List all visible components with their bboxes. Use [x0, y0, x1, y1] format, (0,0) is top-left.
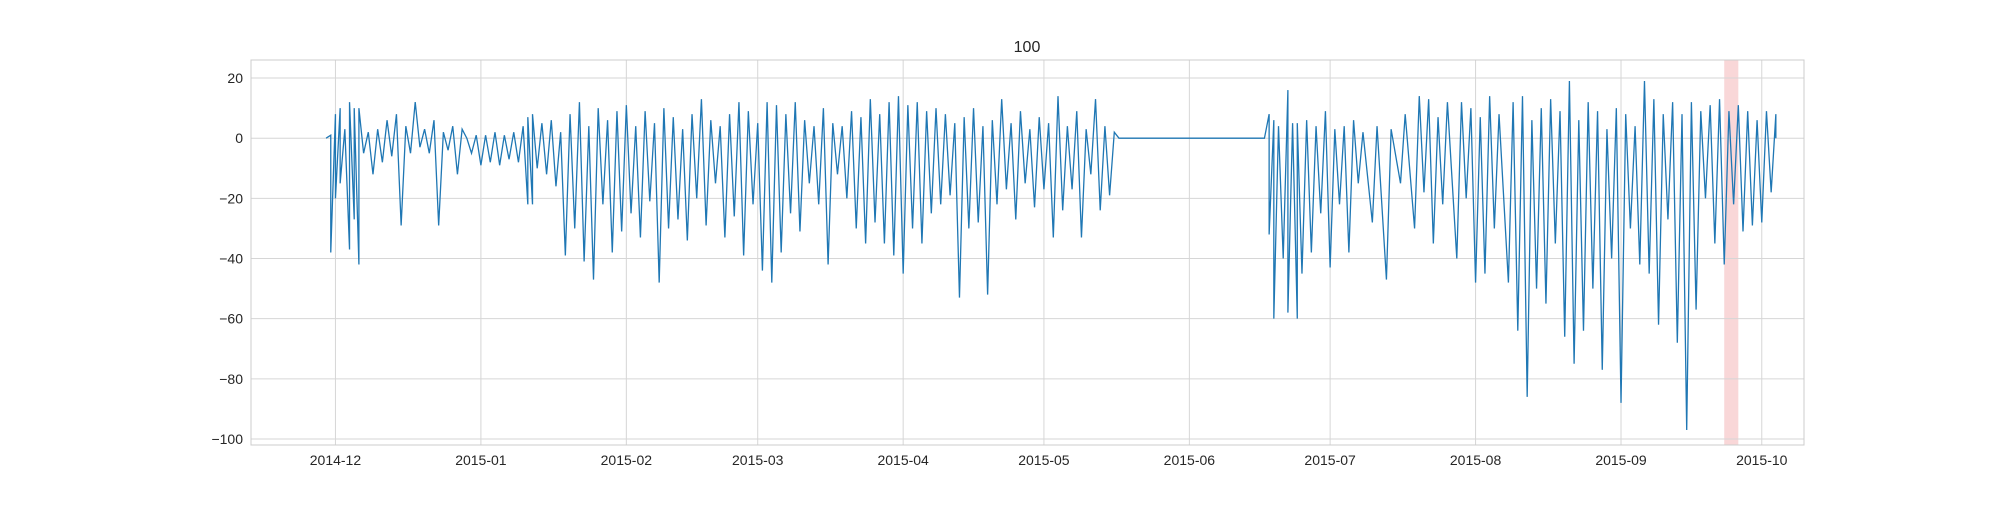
y-tick-label: 0: [235, 130, 243, 146]
series-line: [325, 81, 1777, 430]
chart-title: 100: [1014, 39, 1041, 56]
highlight-span: [1724, 60, 1739, 445]
x-axis-ticks: 2014-12 2015-01 2015-02 2015-03 2015-04 2015-…: [310, 452, 1788, 468]
highlight-layer: [1724, 60, 1739, 445]
plot-frame: [250, 59, 1805, 446]
x-tick-label: 2015-09: [1595, 452, 1647, 468]
x-tick-label: 2015-06: [1164, 452, 1216, 468]
x-tick-label: 2015-07: [1304, 452, 1356, 468]
y-tick-label: −60: [219, 311, 243, 327]
x-tick-label: 2015-03: [732, 452, 784, 468]
y-tick-label: −20: [219, 190, 243, 206]
x-tick-label: 2014-12: [310, 452, 362, 468]
x-tick-label: 2015-08: [1450, 452, 1502, 468]
x-tick-label: 2015-05: [1018, 452, 1070, 468]
y-axis-ticks: 20 0 −20 −40 −60 −80 −100: [211, 70, 243, 447]
y-tick-label: −80: [219, 371, 243, 387]
y-tick-label: −40: [219, 251, 243, 267]
series-layer: [325, 81, 1777, 430]
x-tick-label: 2015-10: [1736, 452, 1788, 468]
x-tick-label: 2015-01: [455, 452, 507, 468]
grid-layer: [251, 60, 1804, 445]
y-tick-label: −100: [211, 431, 243, 447]
y-tick-label: 20: [227, 70, 243, 86]
x-tick-label: 2015-04: [877, 452, 929, 468]
x-tick-label: 2015-02: [601, 452, 653, 468]
